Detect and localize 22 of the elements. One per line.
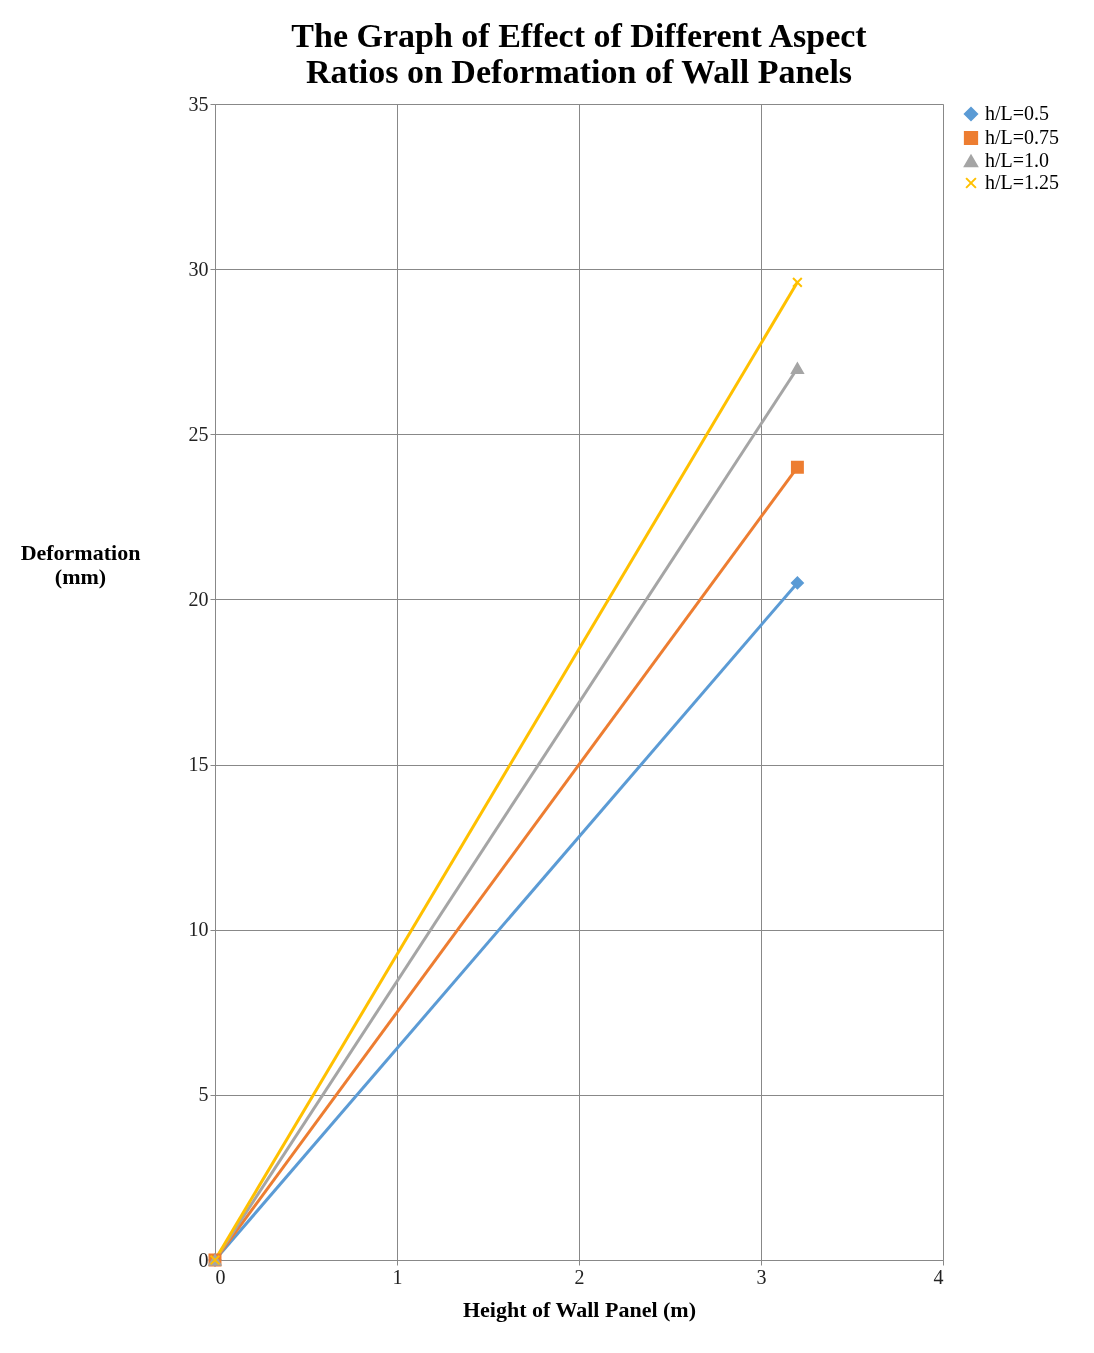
y-tick-label: 20 xyxy=(188,587,209,610)
text: The Graph of Effect of Different Aspect xyxy=(291,17,867,54)
text: Ratios on Deformation of Wall Panels xyxy=(305,53,853,90)
y-tick-label: 30 xyxy=(188,257,209,280)
x-tick-label: 4 xyxy=(933,1265,944,1288)
y-tick-label: 5 xyxy=(198,1083,209,1106)
y-tick-label: 10 xyxy=(188,918,209,941)
legend-label: h/L=1.0 xyxy=(985,149,1050,171)
legend-label: h/L=0.5 xyxy=(985,102,1050,124)
text: (mm) xyxy=(54,563,107,589)
y-tick-label: 15 xyxy=(188,753,209,776)
x-tick-label: 1 xyxy=(392,1265,403,1288)
x-axis-title: Height of Wall Panel (m) xyxy=(462,1296,697,1322)
x-tick-label: 3 xyxy=(756,1265,767,1288)
y-tick-label: 35 xyxy=(188,92,209,115)
y-tick-label: 0 xyxy=(198,1248,209,1271)
legend-label: h/L=1.25 xyxy=(985,171,1060,193)
y-tick-label: 25 xyxy=(188,422,209,445)
x-tick-label: 2 xyxy=(574,1265,585,1288)
x-tick-label: 0 xyxy=(215,1265,226,1288)
legend-label: h/L=0.75 xyxy=(985,126,1060,148)
text: Deformation xyxy=(20,539,141,565)
